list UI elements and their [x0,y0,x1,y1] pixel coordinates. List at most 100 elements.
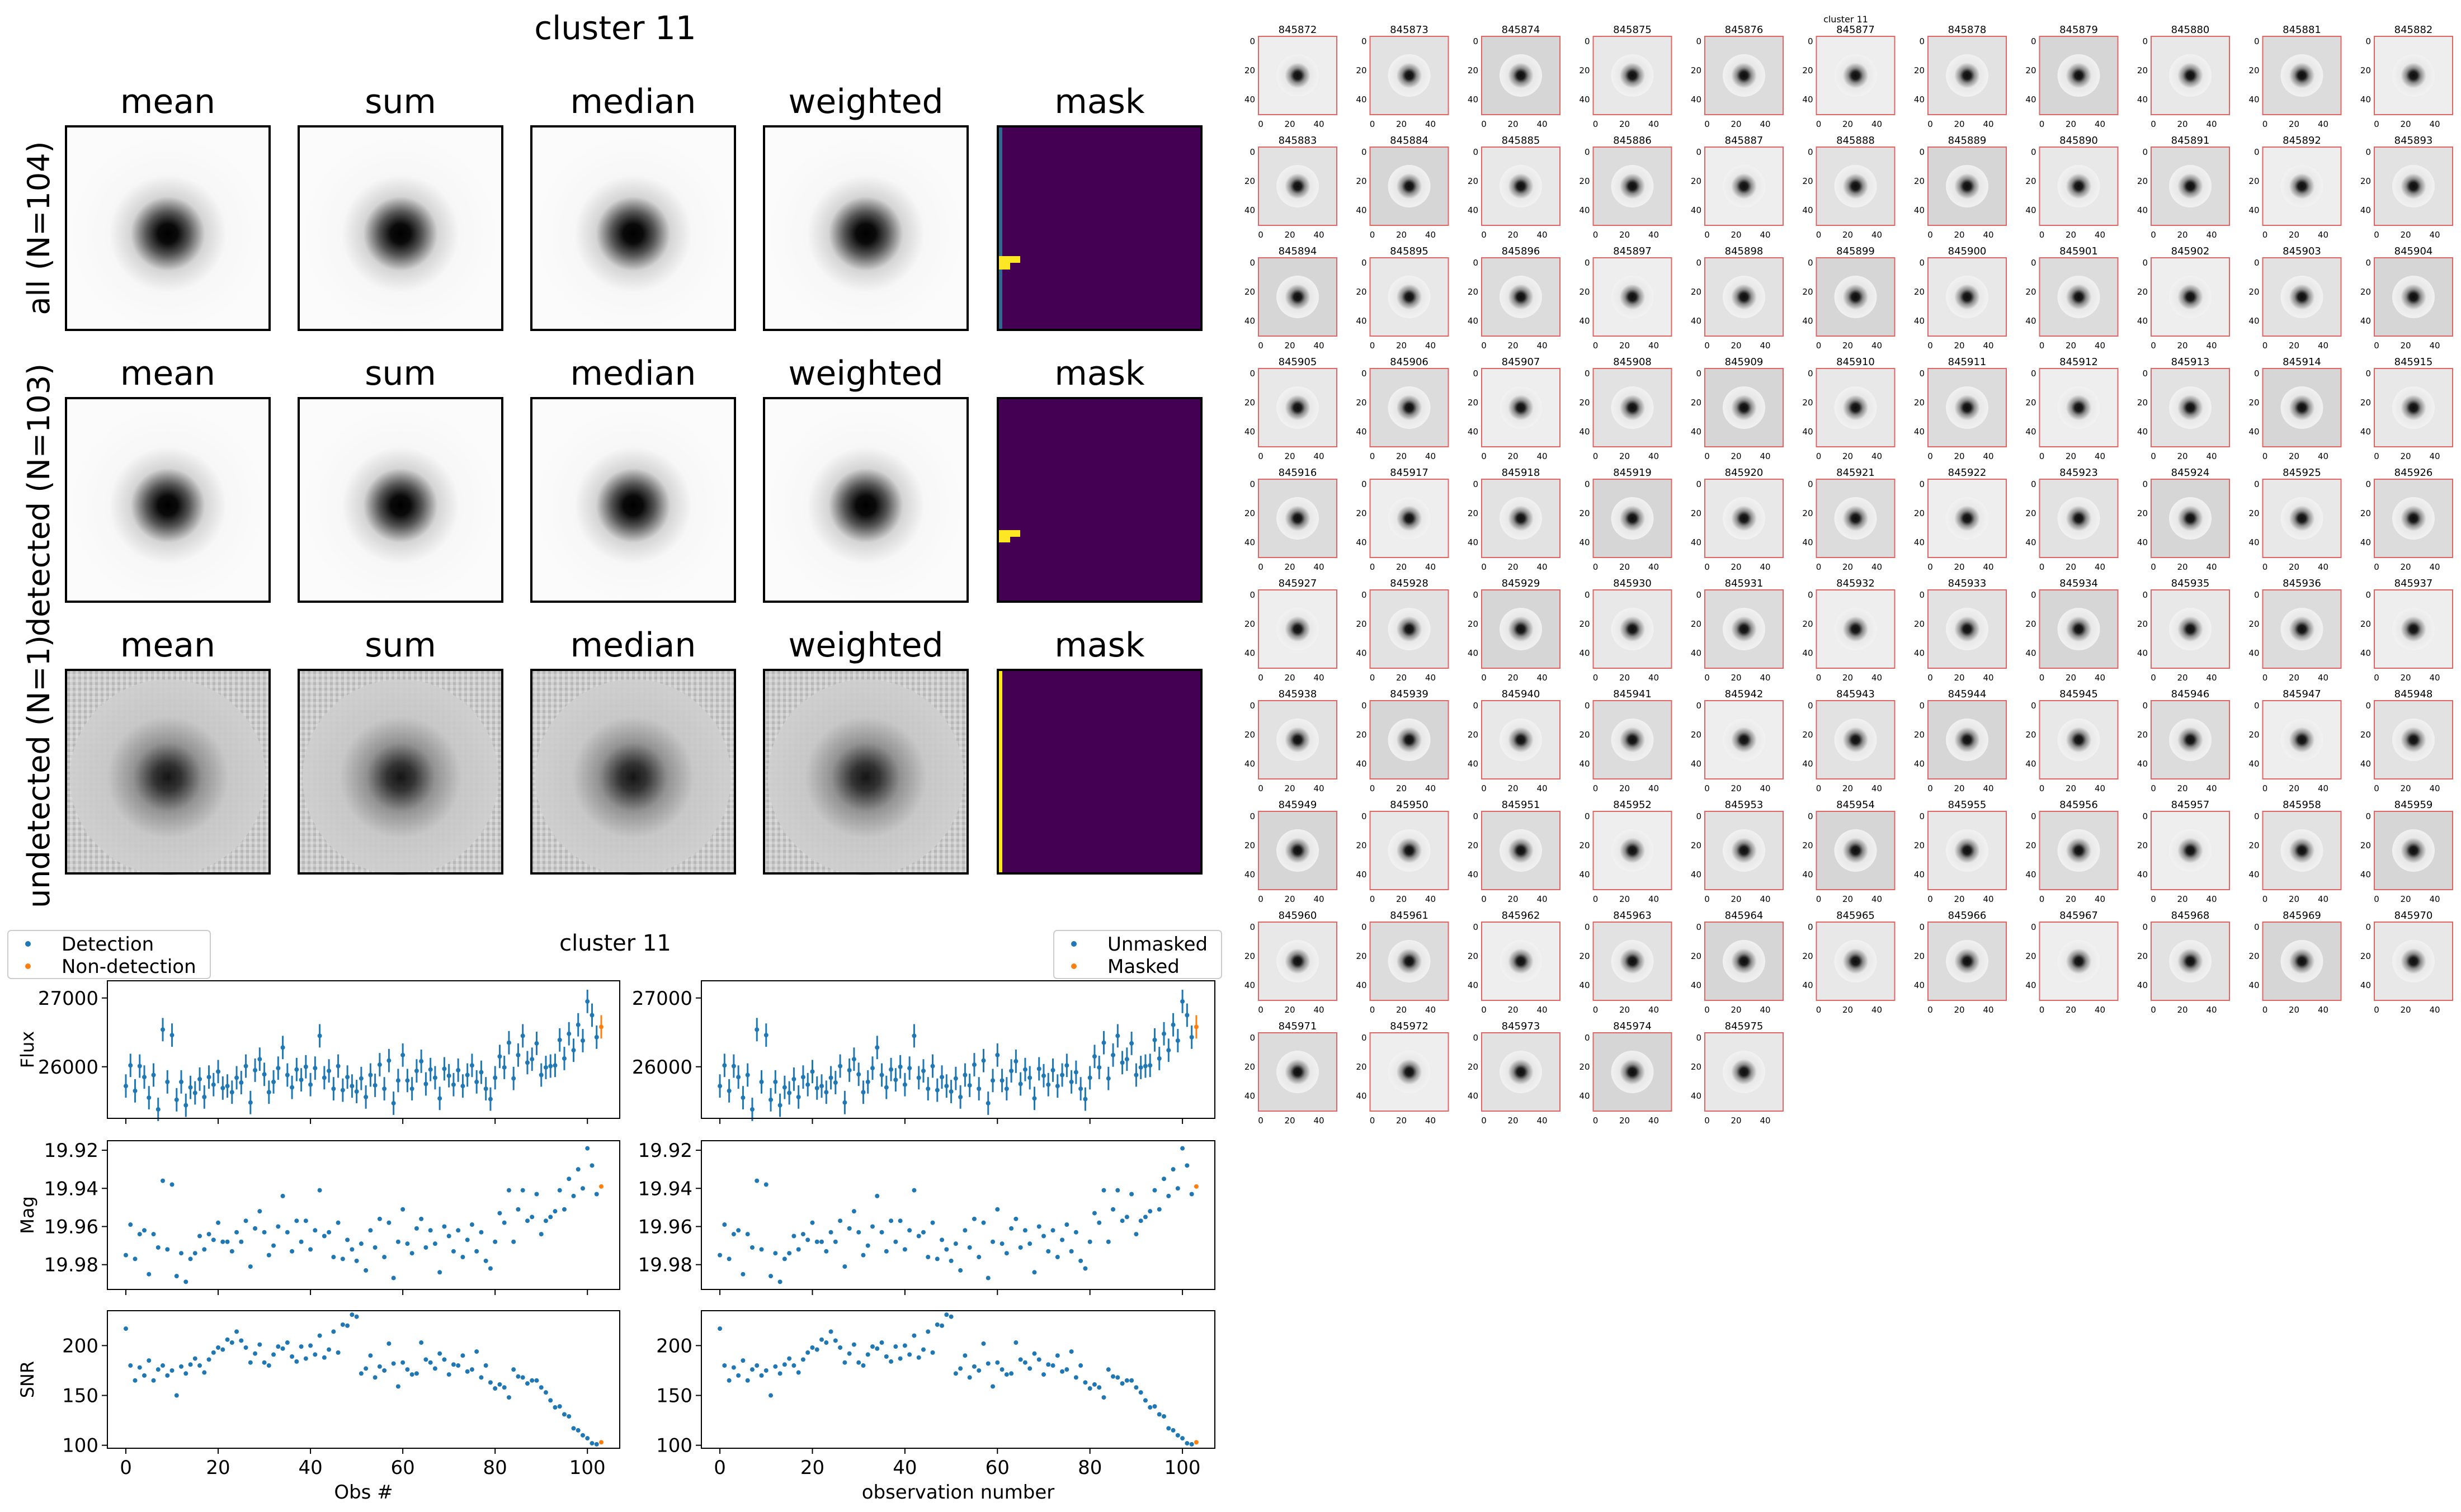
thumbnail-psf [1723,940,1765,982]
thumbnail-x-tick: 0 [1927,673,1933,683]
thumbnail-y-tick: 40 [2025,870,2036,880]
thumbnail-frame [1704,1032,1784,1112]
thumbnail-frame [1592,700,1672,779]
stamp-frame [997,125,1203,331]
thumbnail-id: 845923 [2059,467,2098,479]
thumbnail-frame [1927,922,2007,1001]
thumbnail-id: 845916 [1279,467,1317,479]
data-point [483,1258,488,1263]
thumbnail-id: 845909 [1725,356,1764,368]
data-point [1143,1398,1148,1403]
thumbnail-y-tick: 20 [1691,508,1701,518]
thumbnail-frame [1481,368,1560,447]
data-point [1171,1428,1176,1433]
thumbnail-id: 845966 [1948,910,1987,922]
thumbnail-y-tick: 0 [1696,479,1701,489]
thumbnail-y-tick: 20 [1356,619,1366,629]
data-point [409,1372,414,1377]
thumbnail-x-tick: 40 [1871,230,1882,240]
thumbnail-y-tick: 0 [1473,147,1478,157]
data-point [731,1365,736,1370]
y-tick-label: 27000 [38,987,98,1010]
thumbnail-y-tick: 20 [1579,619,1590,629]
data-point [202,1370,207,1375]
thumbnail-x-tick: 40 [1983,451,1993,461]
thumbnail-y-tick: 0 [1250,479,1255,489]
data-point [884,1085,889,1090]
data-point [916,1075,921,1080]
data-point [865,1352,870,1357]
thumbnail-id: 845902 [2171,245,2210,257]
data-point [483,1086,488,1092]
thumbnail-y-tick: 20 [2248,840,2259,850]
data-point [898,1356,903,1361]
data-point [981,1058,986,1063]
mask-flag [998,537,1010,542]
data-point [155,1367,161,1372]
thumbnail-y-tick: 20 [2137,730,2148,740]
data-point [1013,1340,1019,1345]
data-point [893,1344,898,1349]
thumbnail-y-tick: 40 [1691,205,1701,215]
thumbnail-x-tick: 20 [2066,894,2076,904]
thumbnail-x-tick: 0 [1593,1116,1599,1126]
data-point [1101,1040,1106,1045]
data-point [516,1207,521,1212]
data-point [576,1167,581,1172]
thumbnail-x-tick: 40 [1983,230,1993,240]
data-point [1115,1033,1120,1038]
thumbnail-frame [2039,700,2119,779]
thumbnail-y-tick: 0 [1696,258,1701,268]
thumbnail-frame [2374,257,2453,337]
thumbnail-x-tick: 40 [1983,783,1993,793]
data-point [395,1384,400,1389]
thumbnail-x-tick: 0 [2151,894,2156,904]
data-point [557,1037,562,1042]
data-point [598,1440,604,1445]
thumbnail-y-tick: 40 [1468,980,1478,990]
thumbnail-y-tick: 40 [2360,316,2371,326]
thumbnail-psf [2057,386,2100,429]
thumbnail-y-tick: 20 [1691,730,1701,740]
data-point [580,1038,585,1043]
data-point [124,1253,129,1258]
data-point [921,1347,926,1352]
data-point [944,1247,949,1252]
thumbnail-id: 845877 [1836,24,1875,36]
thumbnail-psf [2392,719,2435,761]
thumbnail-x-tick: 40 [1760,783,1770,793]
thumbnail-y-tick: 20 [1244,619,1255,629]
thumbnail-psf [1611,54,1654,97]
thumbnail-id: 845958 [2283,799,2321,811]
thumbnail-psf [2169,165,2212,207]
thumbnail-x-tick: 20 [2177,562,2187,572]
thumbnail-x-tick: 40 [1760,673,1770,683]
thumbnail-x-tick: 0 [2374,119,2379,129]
data-point [364,1094,369,1099]
thumbnail-x-tick: 20 [1396,783,1407,793]
data-point [1194,1184,1199,1189]
thumbnail-x-tick: 20 [1954,1005,1964,1015]
thumbnail-frame [1481,257,1560,337]
thumbnail-frame [2262,479,2342,558]
data-point [437,1096,442,1101]
data-point [1087,1075,1092,1080]
thumbnail-y-tick: 40 [1579,537,1590,547]
thumbnail-psf [1500,386,1542,429]
data-point [1194,1440,1199,1445]
thumbnail-x-tick: 20 [1731,783,1741,793]
data-point [1046,1249,1051,1254]
y-tick-label: 100 [62,1435,98,1457]
thumbnail-id: 845933 [1948,578,1987,589]
data-point [1036,1224,1041,1229]
thumbnail-y-tick: 40 [2248,759,2259,769]
thumbnail-id: 845899 [1836,245,1875,257]
thumbnail-psf [1500,829,1542,872]
thumbnail-x-tick: 40 [1425,230,1436,240]
data-point [364,1366,369,1371]
data-point [580,1433,585,1438]
thumbnail-x-tick: 40 [1425,119,1436,129]
thumbnail-x-tick: 20 [1731,119,1741,129]
thumbnail-x-tick: 0 [1704,1005,1710,1015]
data-point [963,1353,968,1358]
